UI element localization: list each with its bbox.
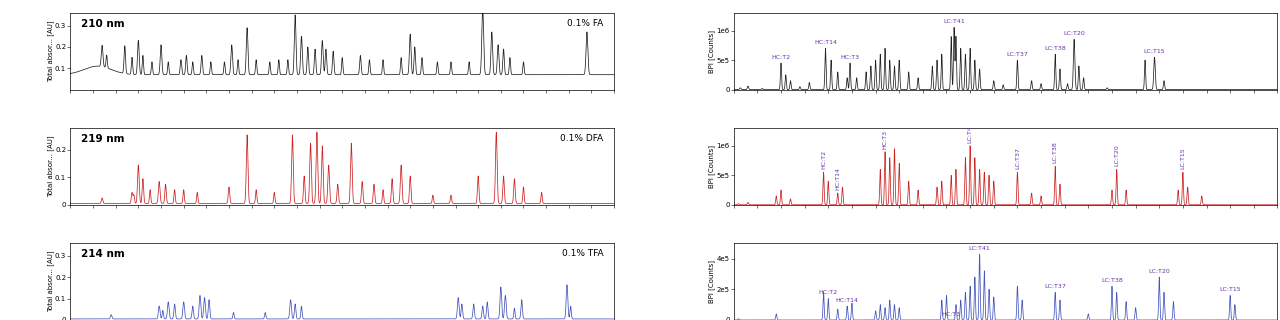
- Text: 214 nm: 214 nm: [81, 249, 125, 259]
- Text: LC:T38: LC:T38: [1052, 142, 1057, 163]
- Text: LC:T37: LC:T37: [1006, 52, 1028, 57]
- Y-axis label: BPI [Counts]: BPI [Counts]: [708, 30, 716, 73]
- Text: HC:T2: HC:T2: [820, 150, 826, 169]
- Text: HC:T3: HC:T3: [882, 130, 887, 148]
- Y-axis label: BPI [Counts]: BPI [Counts]: [708, 260, 716, 303]
- Text: HC:T14: HC:T14: [836, 167, 840, 190]
- Text: LC:T41: LC:T41: [943, 19, 965, 24]
- Text: LC:T37: LC:T37: [1044, 284, 1066, 289]
- Text: HC:T2: HC:T2: [819, 291, 838, 295]
- Y-axis label: BPI [Counts]: BPI [Counts]: [708, 145, 716, 188]
- Text: HC:T14: HC:T14: [836, 298, 859, 303]
- Text: HC:T14: HC:T14: [814, 40, 837, 45]
- Text: 219 nm: 219 nm: [81, 134, 124, 144]
- Text: LC:T15: LC:T15: [1144, 49, 1165, 54]
- Text: 210 nm: 210 nm: [81, 19, 125, 29]
- Text: LC:T20: LC:T20: [1114, 145, 1119, 166]
- Y-axis label: Total absor... [AU]: Total absor... [AU]: [47, 136, 54, 197]
- Text: HC:T3: HC:T3: [841, 55, 860, 60]
- Text: LC:T41: LC:T41: [968, 121, 973, 143]
- Y-axis label: Total absor... [AU]: Total absor... [AU]: [47, 251, 54, 312]
- Text: HC:T2: HC:T2: [772, 55, 791, 60]
- Text: 0.1% FA: 0.1% FA: [567, 19, 603, 28]
- Text: LC:T20: LC:T20: [1148, 269, 1170, 274]
- Y-axis label: Total absor... [AU]: Total absor... [AU]: [47, 20, 54, 82]
- Text: 0.1% DFA: 0.1% DFA: [561, 134, 603, 143]
- Text: LC:T15: LC:T15: [1180, 148, 1185, 169]
- Text: LC:T38: LC:T38: [1044, 46, 1066, 51]
- Text: LC:T37: LC:T37: [1015, 148, 1020, 169]
- Text: LC:T41: LC:T41: [969, 246, 991, 251]
- Text: LC:T38: LC:T38: [1101, 278, 1123, 283]
- Text: HC:T3: HC:T3: [942, 312, 961, 317]
- Text: LC:T15: LC:T15: [1220, 287, 1242, 292]
- Text: LC:T20: LC:T20: [1064, 31, 1085, 36]
- Text: 0.1% TFA: 0.1% TFA: [562, 249, 603, 258]
